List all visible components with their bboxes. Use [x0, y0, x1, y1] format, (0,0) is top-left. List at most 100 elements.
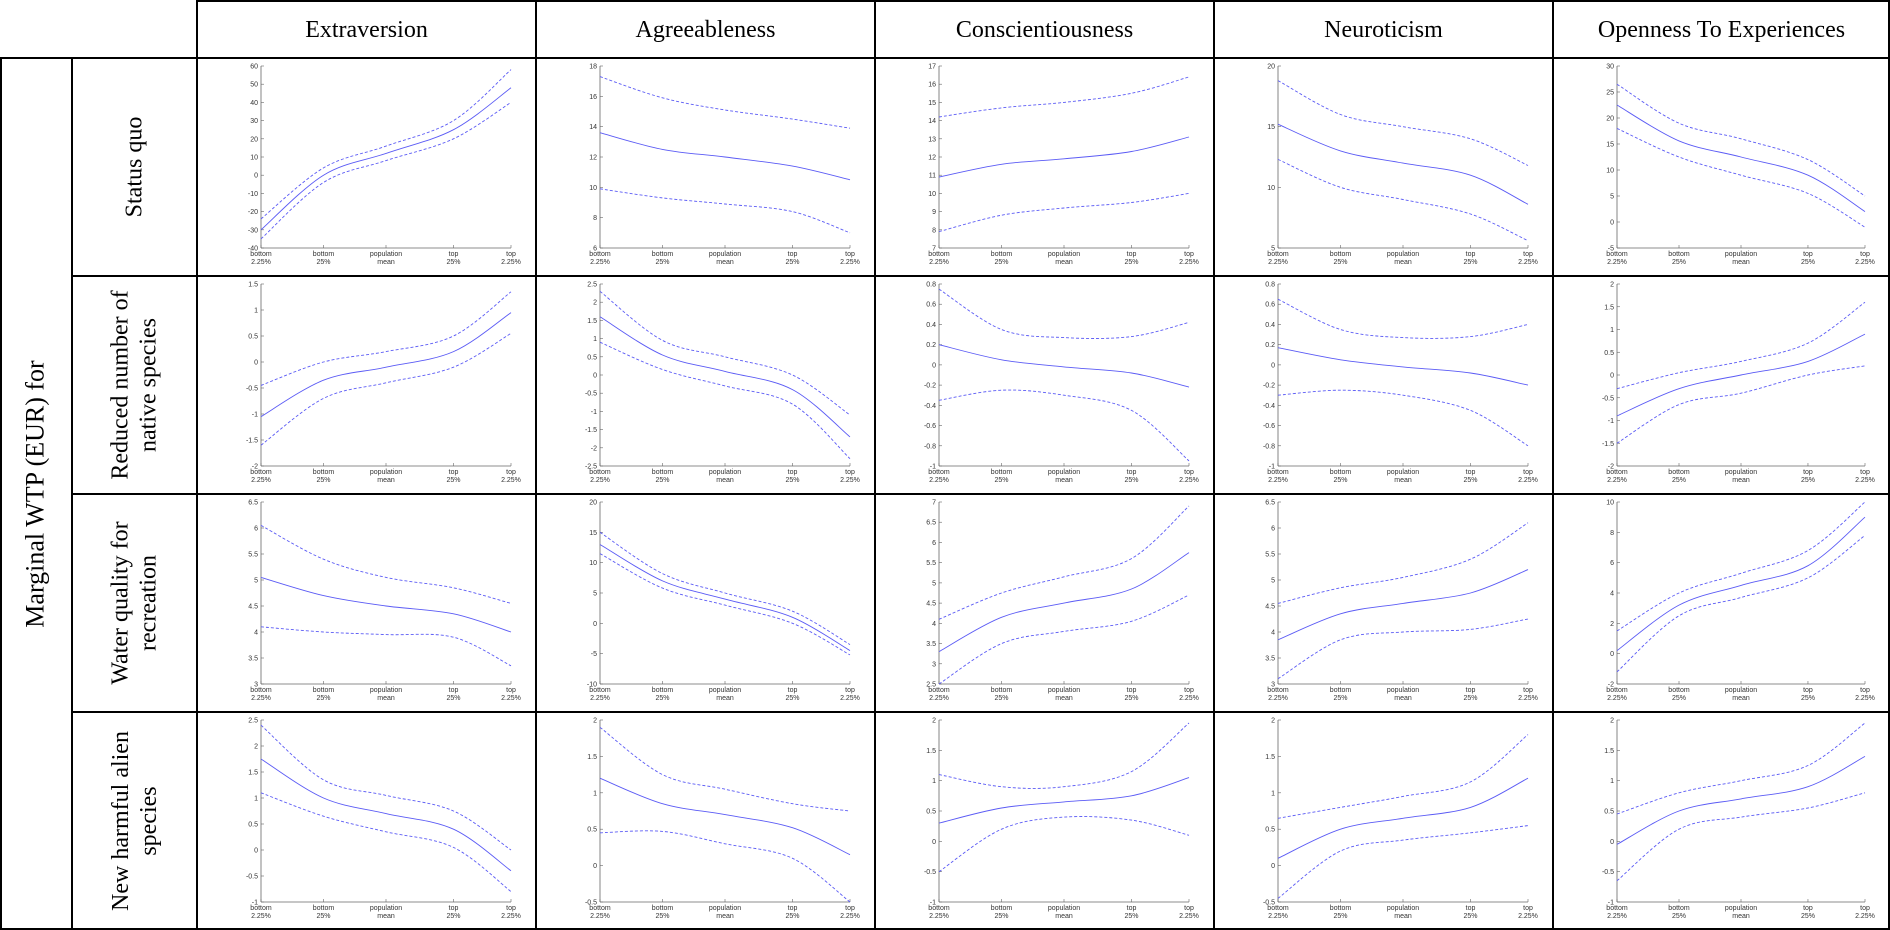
y-tick-label: 1: [593, 336, 597, 343]
mean-wtp-line: [1277, 569, 1529, 641]
y-tick-label: 1: [932, 778, 936, 785]
y-tick-label: 6: [1271, 526, 1275, 533]
x-tick-label: bottom: [652, 905, 674, 912]
mean-wtp-line: [1277, 123, 1529, 205]
x-tick-label: 2.25%: [1607, 259, 1627, 266]
x-tick-label: top: [1466, 905, 1476, 912]
y-tick-label: 7: [932, 500, 936, 507]
x-tick-label: 2.25%: [1268, 259, 1288, 266]
x-tick-label: top: [506, 905, 516, 912]
grid-line: [72, 493, 1890, 495]
y-tick-label: 0: [932, 362, 936, 369]
y-tick-label: -0.2: [924, 383, 936, 390]
x-tick-label: bottom: [1606, 687, 1628, 694]
x-tick-label: 25%: [1672, 477, 1686, 484]
x-tick-label: 2.25%: [1855, 259, 1875, 266]
x-tick-label: 2.25%: [1179, 259, 1199, 266]
y-tick-label: 8: [932, 227, 936, 234]
y-tick-label: -0.8: [924, 443, 936, 450]
upper-confidence-line: [938, 288, 1190, 339]
y-tick-label: -1.5: [1602, 441, 1614, 448]
y-tick-label: -0.5: [1263, 900, 1275, 907]
y-tick-label: 0: [1271, 362, 1275, 369]
x-tick-label: 25%: [1124, 695, 1138, 702]
x-tick-label: 25%: [446, 477, 460, 484]
y-tick-label: -1: [1608, 418, 1614, 425]
lower-confidence-line: [938, 389, 1190, 462]
y-tick-label: 1.5: [1265, 754, 1275, 761]
lower-confidence-line: [260, 333, 512, 446]
lower-confidence-line: [260, 626, 512, 667]
wtp-line-chart: -1-0.8-0.6-0.4-0.200.20.40.60.8bottom2.2…: [924, 282, 1199, 485]
column-header: Neuroticism: [1324, 16, 1443, 43]
y-tick-label: 5: [1271, 246, 1275, 253]
x-tick-label: 2.25%: [929, 259, 949, 266]
x-tick-label: 2.25%: [590, 695, 610, 702]
y-tick-label: -5: [591, 651, 597, 658]
x-tick-label: mean: [1055, 695, 1073, 702]
y-tick-label: 0.6: [1265, 302, 1275, 309]
x-tick-label: population: [1048, 687, 1080, 694]
x-tick-label: 2.25%: [590, 477, 610, 484]
wtp-line-chart: -10-505101520bottom2.25%bottom25%populat…: [587, 500, 860, 703]
y-tick-label: 3: [932, 661, 936, 668]
column-header: Agreeableness: [635, 16, 776, 43]
y-tick-label: 5.5: [1265, 552, 1275, 559]
row-header: Status quo: [72, 58, 197, 276]
x-tick-label: 25%: [655, 259, 669, 266]
mean-wtp-line: [599, 544, 851, 651]
x-tick-label: top: [845, 469, 855, 476]
x-tick-label: 2.25%: [501, 477, 521, 484]
y-tick-label: -0.5: [1602, 395, 1614, 402]
y-tick-label: 2: [1610, 718, 1614, 725]
y-tick-label: 16: [928, 82, 936, 89]
upper-confidence-line: [1277, 734, 1529, 819]
y-tick-label: -0.5: [1602, 869, 1614, 876]
wtp-line-chart: -2-1.5-1-0.500.511.5bottom2.25%bottom25%…: [246, 282, 521, 485]
grid-line: [197, 0, 1890, 2]
y-tick-label: -1: [591, 409, 597, 416]
y-tick-label: 0: [593, 373, 597, 380]
grid-line: [1213, 0, 1215, 930]
y-tick-label: 1: [593, 790, 597, 797]
y-tick-label: -0.4: [924, 403, 936, 410]
y-tick-label: 16: [589, 94, 597, 101]
y-tick-label: 5: [593, 591, 597, 598]
x-tick-label: population: [1048, 251, 1080, 258]
x-tick-label: 2.25%: [840, 259, 860, 266]
y-tick-label: -0.4: [1263, 403, 1275, 410]
y-tick-label: 6.5: [248, 500, 258, 507]
y-tick-label: -1: [1608, 900, 1614, 907]
x-tick-label: 25%: [446, 259, 460, 266]
y-tick-label: 5: [1610, 194, 1614, 201]
y-tick-label: 1.5: [1604, 748, 1614, 755]
x-tick-label: bottom: [1330, 251, 1352, 258]
y-tick-label: 10: [928, 191, 936, 198]
y-tick-label: 8: [593, 215, 597, 222]
y-tick-label: 0.5: [248, 822, 258, 829]
mean-wtp-line: [1616, 756, 1866, 845]
upper-confidence-line: [1616, 501, 1866, 632]
mean-wtp-line: [260, 87, 512, 231]
y-tick-label: 6: [1610, 560, 1614, 567]
x-tick-label: 25%: [1801, 695, 1815, 702]
wtp-line-chart: -20246810bottom2.25%bottom25%populationm…: [1606, 500, 1875, 703]
x-tick-label: 2.25%: [840, 477, 860, 484]
x-tick-label: 2.25%: [840, 913, 860, 920]
x-tick-label: top: [788, 687, 798, 694]
y-tick-label: -0.5: [246, 386, 258, 393]
lower-confidence-line: [599, 830, 851, 903]
x-tick-label: bottom: [313, 905, 335, 912]
y-tick-label: 25: [1606, 90, 1614, 97]
lower-confidence-line: [260, 792, 512, 892]
lower-confidence-line: [1616, 535, 1866, 673]
wtp-line-chart: -5051015202530bottom2.25%bottom25%popula…: [1606, 64, 1875, 267]
y-tick-label: 2: [1610, 621, 1614, 628]
row-header-line: native species: [135, 318, 162, 452]
y-tick-label: 4: [254, 630, 258, 637]
x-tick-label: bottom: [991, 687, 1013, 694]
y-tick-label: 15: [589, 530, 597, 537]
x-tick-label: bottom: [589, 251, 611, 258]
upper-confidence-line: [260, 724, 512, 851]
y-tick-label: 0: [1610, 220, 1614, 227]
